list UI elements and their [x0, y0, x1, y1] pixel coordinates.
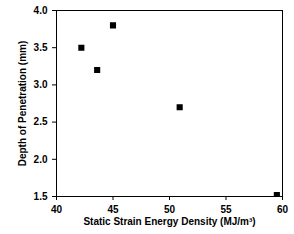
svg-text:4.0: 4.0	[34, 5, 48, 16]
svg-text:1.5: 1.5	[34, 191, 48, 202]
svg-text:40: 40	[51, 204, 63, 215]
svg-text:55: 55	[220, 204, 232, 215]
svg-text:3.5: 3.5	[34, 42, 48, 53]
svg-text:50: 50	[164, 204, 176, 215]
svg-text:2.5: 2.5	[34, 116, 48, 127]
svg-text:60: 60	[277, 204, 289, 215]
svg-text:3.0: 3.0	[34, 79, 48, 90]
svg-text:Static Strain Energy Density (: Static Strain Energy Density (MJ/m³)	[83, 216, 255, 227]
svg-text:2.0: 2.0	[34, 154, 48, 165]
svg-text:Depth of Penetration (mm): Depth of Penetration (mm)	[17, 41, 28, 167]
svg-text:45: 45	[107, 204, 119, 215]
